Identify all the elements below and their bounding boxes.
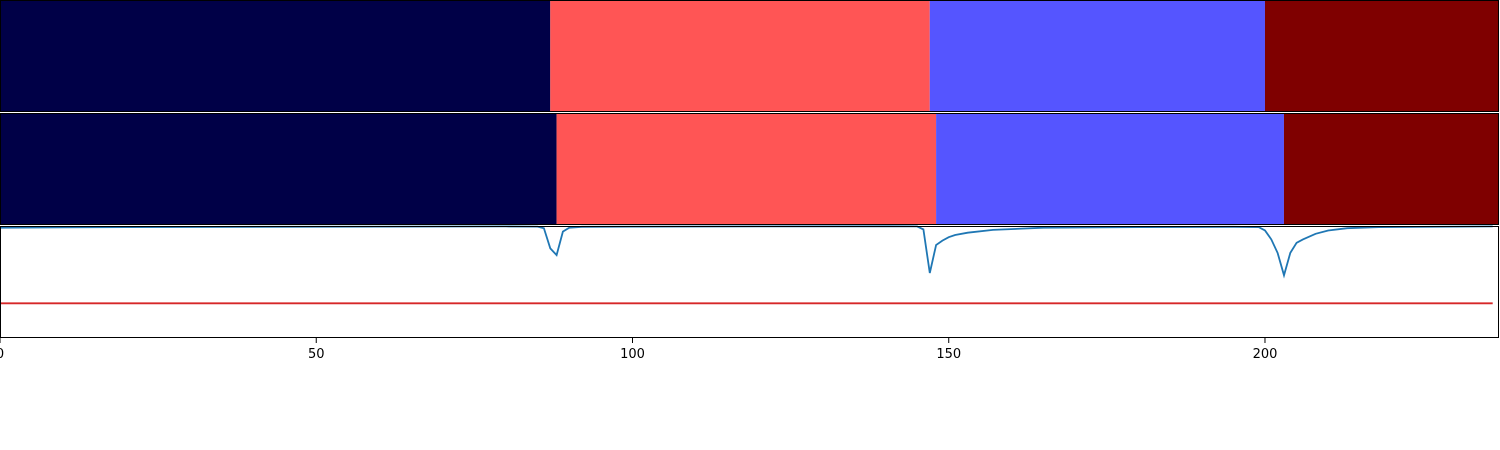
x-tick-label: 100: [620, 347, 645, 362]
x-tick-label: 150: [936, 347, 961, 362]
panel-frame: [0, 226, 1499, 338]
segment-0: [0, 113, 557, 225]
panel-frame: [0, 0, 1499, 112]
segment-0: [0, 0, 551, 112]
x-tick-label: 200: [1253, 347, 1278, 362]
segment-bar-top: [0, 0, 1499, 112]
series-line-0: [0, 225, 1493, 279]
segment-bar-middle: [0, 113, 1499, 225]
segment-3: [1264, 0, 1499, 112]
segment-1: [556, 113, 937, 225]
segment-2: [936, 113, 1284, 225]
segment-1: [550, 0, 930, 112]
x-tick-label: 50: [308, 347, 325, 362]
x-axis: 0 50 100 150 200: [0, 338, 1277, 362]
line-plot: [0, 225, 1499, 338]
segment-2: [929, 0, 1265, 112]
x-tick-label: 0: [0, 347, 4, 362]
panel-frame: [0, 113, 1499, 225]
segment-3: [1283, 113, 1499, 225]
